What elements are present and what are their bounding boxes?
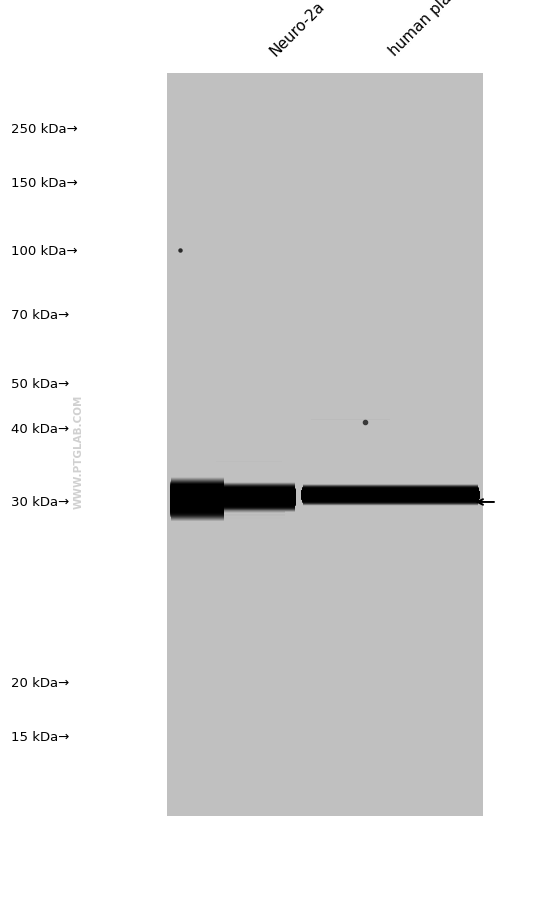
Text: 30 kDa→: 30 kDa→: [11, 496, 69, 509]
Text: 40 kDa→: 40 kDa→: [11, 423, 69, 436]
Text: 50 kDa→: 50 kDa→: [11, 378, 69, 391]
Text: 150 kDa→: 150 kDa→: [11, 177, 78, 189]
Text: WWW.PTGLAB.COM: WWW.PTGLAB.COM: [73, 394, 83, 508]
Bar: [167, 74, 483, 816]
Text: human placenta: human placenta: [386, 0, 485, 59]
Text: 20 kDa→: 20 kDa→: [11, 676, 69, 689]
Text: Neuro-2a: Neuro-2a: [267, 0, 328, 59]
Text: 100 kDa→: 100 kDa→: [11, 244, 77, 257]
Text: 15 kDa→: 15 kDa→: [11, 731, 69, 743]
Text: 70 kDa→: 70 kDa→: [11, 308, 69, 321]
Text: 250 kDa→: 250 kDa→: [11, 123, 78, 135]
